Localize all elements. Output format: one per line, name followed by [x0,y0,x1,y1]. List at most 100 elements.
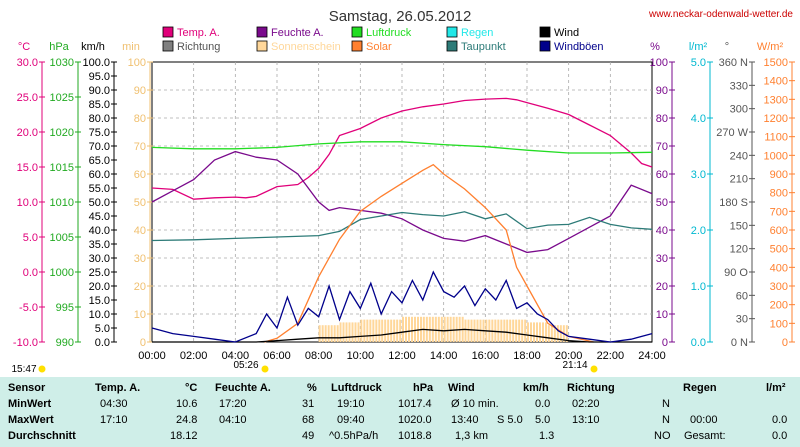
tick-label-rain: 4.0 [691,113,706,125]
stats-header-sensor: Sensor [8,382,46,394]
tick-label-solar: 200 [770,300,788,312]
sunshine-bar [539,322,541,342]
tick-label-temp: 10.0 [17,197,38,209]
stats-cell: ^0.5hPa/h [329,430,379,442]
tick-label-pressure: 1005 [50,232,74,244]
sunshine-bar [381,319,384,342]
sunshine-bar [443,316,446,342]
legend-swatch [539,40,551,52]
sunshine-bar [396,319,399,342]
sunshine-bar [503,319,506,342]
tick-label-time: 02:00 [180,350,208,362]
tick-label-humidity: 50 [656,197,668,209]
tick-label-temp: 25.0 [17,92,38,104]
legend-label: Luftdruck [366,27,412,39]
sunshine-bar [512,319,515,342]
tick-label-pressure: 1020 [50,127,74,139]
tick-label-time: 18:00 [513,350,541,362]
stats-cell: N [662,398,670,410]
sunshine-bar [506,319,509,342]
sunshine-bar [467,319,470,342]
series-luftdruck [151,141,653,154]
legend-label: Sonnenschein [271,41,341,53]
axes: 30.025.020.015.010.05.00.0-5.0-10.010301… [13,57,795,362]
sunshine-bar [530,322,532,342]
stats-cell: 19:10 [337,398,365,410]
sunshine-bar [565,325,568,342]
stats-cell: N [662,414,670,426]
axis-title-rain: l/m² [689,41,708,53]
tick-label-solar: 700 [770,206,788,218]
sunshine-bar [473,319,476,342]
legend-swatch [446,26,458,38]
stats-cell: 17:20 [219,398,247,410]
stats-row-label: MaxWert [8,414,54,426]
sunshine-bar [339,322,342,342]
chart-title: Samstag, 26.05.2012 [329,8,472,25]
stats-row-label: MinWert [8,398,52,410]
tick-label-wind: 95.0 [89,71,110,83]
sunshine-bar [363,319,366,342]
legend-label: Temp. A. [177,27,220,39]
sunshine-bar [375,319,378,342]
sunshine-bar [550,325,553,342]
sunshine-bar [559,325,562,342]
sunset-icon [590,365,598,373]
sunrise-icon [261,365,269,373]
legend-swatch [256,40,268,52]
tick-label-solar: 1100 [764,132,788,144]
stats-cell: 1.3 [539,430,555,442]
tick-label-time: 06:00 [263,350,291,362]
stats-cell: NO [654,430,671,442]
tick-label-wind: 70.0 [89,141,110,153]
tick-label-pressure: 995 [56,302,74,314]
stats-cell: 68 [302,414,315,426]
sunshine-bar [470,319,473,342]
sunshine-bar [330,325,333,342]
legend-label: Richtung [177,41,220,53]
stats-cell: 02:20 [572,398,600,410]
tick-label-sun: 50 [134,197,146,209]
legend-swatch [162,26,174,38]
series-temp-a- [151,97,653,200]
sunshine-bar [369,319,372,342]
axis-title-solar: W/m² [757,41,784,53]
tick-label-time: 22:00 [597,350,625,362]
tick-label-sun: 0 [140,337,146,349]
legend-item: Luftdruck [351,26,412,39]
sunshine-bar [408,316,410,342]
tick-label-time: 14:00 [430,350,458,362]
legend-item: Windböen [539,40,604,53]
tick-label-wind: 50.0 [89,197,110,209]
tick-label-humidity: 70 [656,141,668,153]
tick-label-temp: -5.0 [19,302,38,314]
tick-label-temp: 20.0 [17,127,38,139]
stats-cell: Gesamt: [684,430,726,442]
sunshine-bar [536,322,538,342]
stats-cell: 24.8 [176,414,198,426]
tick-label-sun: 60 [134,169,146,181]
sunshine-bar [518,319,521,342]
legend-item: Temp. A. [162,26,220,39]
stats-cell: 09:40 [337,414,365,426]
tick-label-sun: 30 [134,253,146,265]
stats-header-press-unit: hPa [413,382,434,394]
tick-label-temp: -10.0 [13,337,38,349]
legend-swatch [162,40,174,52]
tick-label-direction: 300 [730,104,748,116]
tick-label-sun: 10 [134,309,146,321]
sunshine-bar [378,319,381,342]
tick-label-pressure: 1030 [50,57,74,69]
website-link[interactable]: www.neckar-odenwald-wetter.de [648,9,793,20]
sunshine-bar [524,319,527,342]
series-wind [152,328,652,343]
tick-label-time: 24:00 [638,350,666,362]
sunshine-bar [360,319,363,342]
sunshine-bar [357,322,360,342]
tick-label-solar: 500 [770,244,788,256]
tick-label-solar: 100 [770,318,788,330]
tick-label-time: 04:00 [222,350,250,362]
tick-label-wind: 20.0 [89,281,110,293]
stats-cell: 1017.4 [398,398,432,410]
legend-swatch [539,26,551,38]
